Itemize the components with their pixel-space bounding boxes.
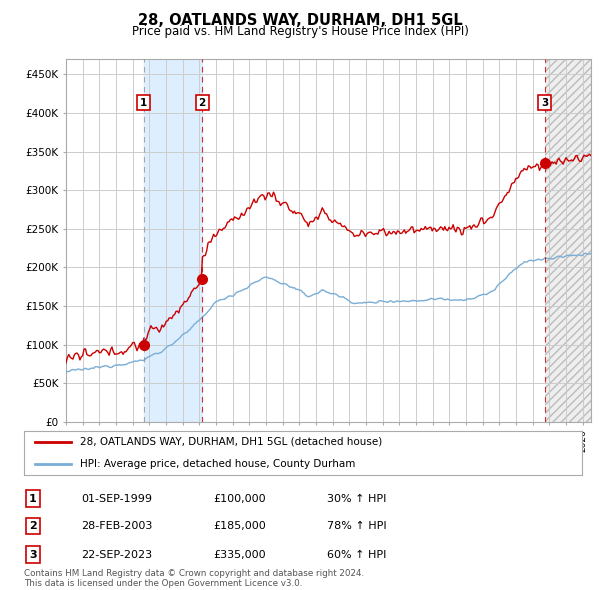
Text: 1: 1 [140,97,148,107]
Text: HPI: Average price, detached house, County Durham: HPI: Average price, detached house, Coun… [80,459,355,469]
Text: 3: 3 [541,97,548,107]
Text: 28, OATLANDS WAY, DURHAM, DH1 5GL (detached house): 28, OATLANDS WAY, DURHAM, DH1 5GL (detac… [80,437,382,447]
Text: £335,000: £335,000 [213,550,266,559]
Text: 3: 3 [29,550,37,559]
Text: Price paid vs. HM Land Registry's House Price Index (HPI): Price paid vs. HM Land Registry's House … [131,25,469,38]
Text: 2: 2 [199,97,206,107]
Text: 2: 2 [29,522,37,531]
Text: 1: 1 [29,494,37,503]
Text: 60% ↑ HPI: 60% ↑ HPI [327,550,386,559]
Bar [545,59,591,422]
Text: 28-FEB-2003: 28-FEB-2003 [81,522,152,531]
Text: £100,000: £100,000 [213,494,266,503]
Text: 30% ↑ HPI: 30% ↑ HPI [327,494,386,503]
Text: 28, OATLANDS WAY, DURHAM, DH1 5GL: 28, OATLANDS WAY, DURHAM, DH1 5GL [137,13,463,28]
Text: £185,000: £185,000 [213,522,266,531]
Bar [144,59,202,422]
Text: Contains HM Land Registry data © Crown copyright and database right 2024.
This d: Contains HM Land Registry data © Crown c… [24,569,364,588]
Text: 01-SEP-1999: 01-SEP-1999 [81,494,152,503]
Text: 78% ↑ HPI: 78% ↑ HPI [327,522,386,531]
Text: 22-SEP-2023: 22-SEP-2023 [81,550,152,559]
